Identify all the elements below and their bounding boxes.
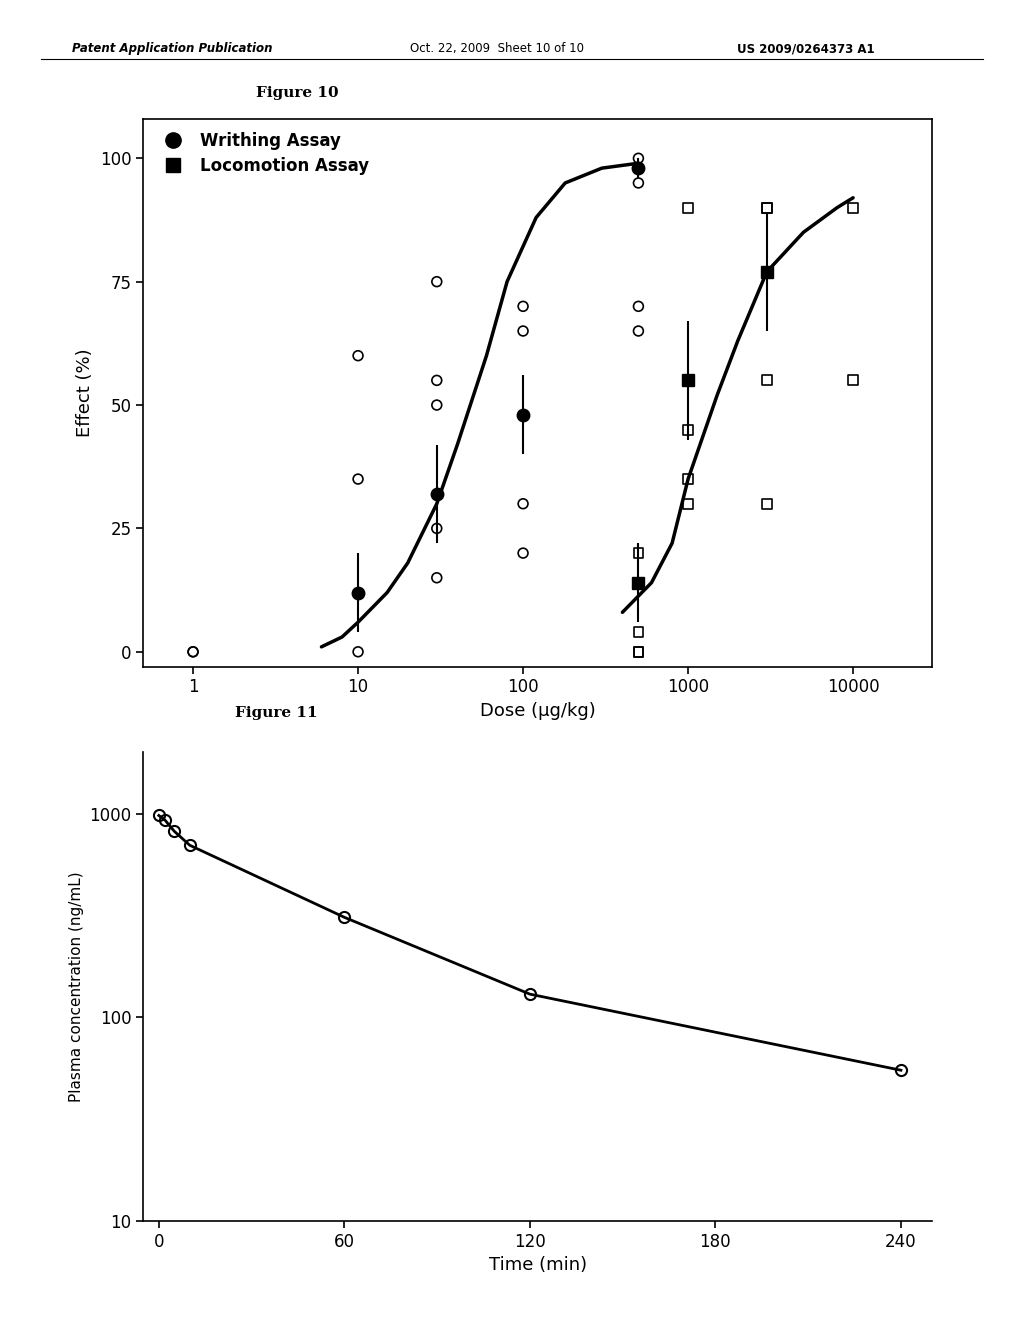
Point: [429, 517, 445, 539]
Point: [429, 568, 445, 589]
Legend: Writhing Assay, Locomotion Assay: Writhing Assay, Locomotion Assay: [152, 127, 374, 180]
Point: [680, 469, 696, 490]
Point: [185, 642, 202, 663]
Point: [630, 296, 646, 317]
Point: [515, 543, 531, 564]
Point: [630, 622, 646, 643]
Point: [759, 197, 775, 218]
Y-axis label: Effect (%): Effect (%): [77, 348, 94, 437]
Point: [630, 148, 646, 169]
Point: [515, 296, 531, 317]
Point: [429, 395, 445, 416]
Point: [845, 197, 861, 218]
Text: Figure 11: Figure 11: [236, 706, 317, 721]
Y-axis label: Plasma concentration (ng/mL): Plasma concentration (ng/mL): [69, 871, 84, 1102]
Point: [630, 173, 646, 194]
Point: [515, 494, 531, 515]
Point: [350, 642, 367, 663]
Point: [680, 494, 696, 515]
Point: [515, 321, 531, 342]
Text: Patent Application Publication: Patent Application Publication: [72, 42, 272, 55]
Point: [350, 469, 367, 490]
Point: [845, 370, 861, 391]
Point: [630, 543, 646, 564]
Text: Oct. 22, 2009  Sheet 10 of 10: Oct. 22, 2009 Sheet 10 of 10: [410, 42, 584, 55]
X-axis label: Dose (μg/kg): Dose (μg/kg): [479, 702, 596, 719]
Point: [630, 642, 646, 663]
Point: [680, 197, 696, 218]
Point: [759, 197, 775, 218]
Text: US 2009/0264373 A1: US 2009/0264373 A1: [737, 42, 874, 55]
Point: [429, 271, 445, 292]
Point: [630, 321, 646, 342]
Point: [350, 345, 367, 366]
Point: [759, 494, 775, 515]
Point: [185, 642, 202, 663]
X-axis label: Time (min): Time (min): [488, 1257, 587, 1274]
Text: Figure 10: Figure 10: [256, 86, 338, 100]
Point: [630, 642, 646, 663]
Point: [429, 370, 445, 391]
Point: [759, 370, 775, 391]
Point: [680, 420, 696, 441]
